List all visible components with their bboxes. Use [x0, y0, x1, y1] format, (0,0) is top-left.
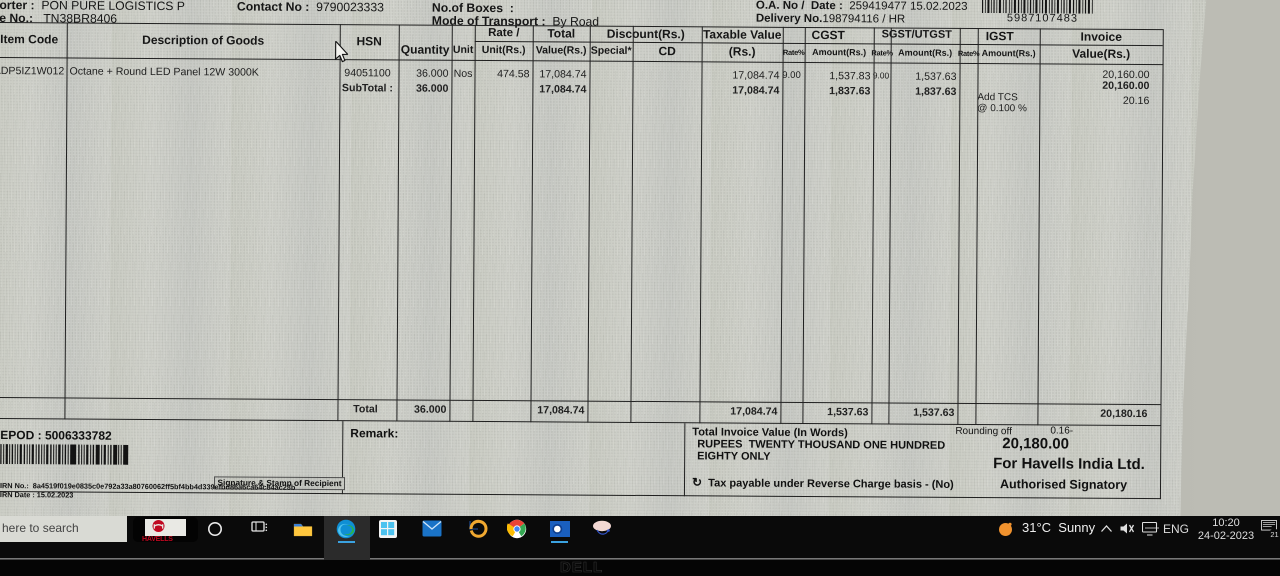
- svg-text:DELL: DELL: [560, 559, 603, 575]
